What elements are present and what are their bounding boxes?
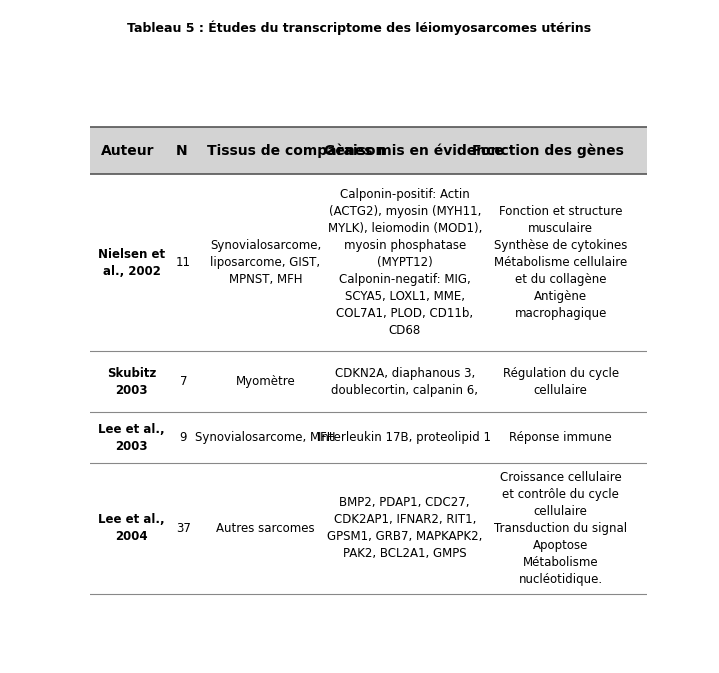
Text: Skubitz
2003: Skubitz 2003 [107, 367, 156, 396]
Text: Réponse immune: Réponse immune [509, 431, 612, 444]
Text: Synovialosarcome, MFH: Synovialosarcome, MFH [195, 431, 336, 444]
Text: Nielsen et
al., 2002: Nielsen et al., 2002 [98, 248, 165, 278]
Text: Lee et al.,
2003: Lee et al., 2003 [99, 423, 165, 452]
Text: Croissance cellulaire
et contrôle du cycle
cellulaire
Transduction du signal
Apo: Croissance cellulaire et contrôle du cyc… [494, 471, 627, 586]
Text: Tableau 5 : Études du transcriptome des léiomyosarcomes utérins: Tableau 5 : Études du transcriptome des … [127, 20, 592, 35]
Text: Myomètre: Myomètre [236, 375, 296, 388]
Text: Tissus de comparaison: Tissus de comparaison [207, 144, 385, 157]
Text: Régulation du cycle
cellulaire: Régulation du cycle cellulaire [503, 367, 619, 396]
Text: CDKN2A, diaphanous 3,
doublecortin, calpanin 6,: CDKN2A, diaphanous 3, doublecortin, calp… [331, 367, 478, 396]
Text: Auteur: Auteur [101, 144, 155, 157]
Text: 7: 7 [180, 375, 187, 388]
Text: N: N [176, 144, 188, 157]
Bar [90, 127, 647, 174]
Text: 37: 37 [176, 522, 191, 535]
Text: Fonction des gènes: Fonction des gènes [472, 143, 623, 158]
Text: Interleukin 17B, proteolipid 1: Interleukin 17B, proteolipid 1 [319, 431, 491, 444]
Text: Synovialosarcome,
liposarcome, GIST,
MPNST, MFH: Synovialosarcome, liposarcome, GIST, MPN… [210, 239, 321, 286]
Text: Autres sarcomes: Autres sarcomes [216, 522, 315, 535]
Text: Gènes mis en évidence: Gènes mis en évidence [324, 144, 504, 157]
Text: Lee et al.,
2004: Lee et al., 2004 [99, 513, 165, 544]
Text: Fonction et structure
musculaire
Synthèse de cytokines
Métabolisme cellulaire
et: Fonction et structure musculaire Synthès… [494, 205, 628, 320]
Text: BMP2, PDAP1, CDC27,
CDK2AP1, IFNAR2, RIT1,
GPSM1, GRB7, MAPKAPK2,
PAK2, BCL2A1, : BMP2, PDAP1, CDC27, CDK2AP1, IFNAR2, RIT… [327, 497, 482, 561]
Text: Calponin-positif: Actin
(ACTG2), myosin (MYH11,
MYLK), leiomodin (MOD1),
myosin : Calponin-positif: Actin (ACTG2), myosin … [328, 188, 482, 337]
Text: 9: 9 [180, 431, 187, 444]
Text: 11: 11 [176, 256, 191, 269]
